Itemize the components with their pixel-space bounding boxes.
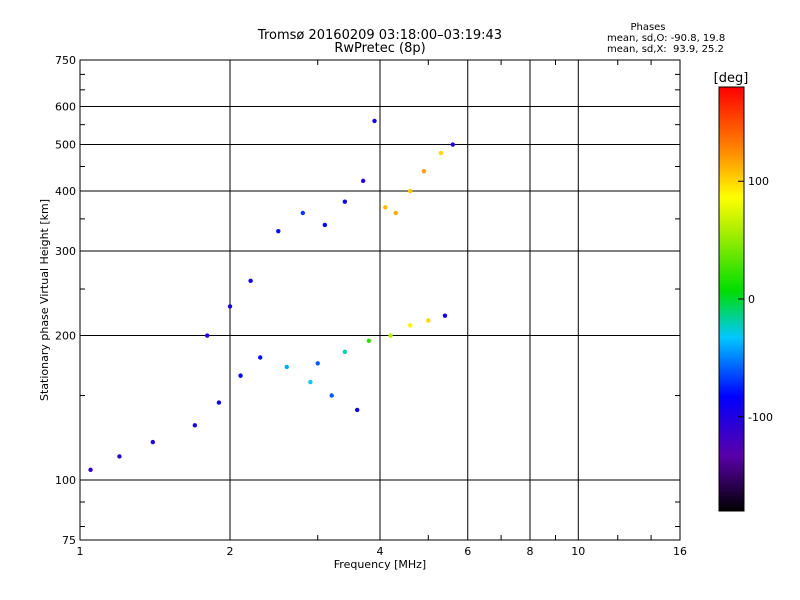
data-point [342,349,348,354]
data-point [442,313,448,318]
chart-subtitle: RwPretec (8p) [334,41,425,56]
x-tick-label: 10 [571,545,585,558]
data-point [388,333,393,338]
phases-mean-o: mean, sd,O: -90.8, 19.8 [607,33,725,44]
data-point [216,400,222,405]
y-tick-label: 600 [55,101,76,114]
y-tick-label: 400 [55,185,76,198]
x-axis-label: Frequency [MHz] [334,558,426,571]
colorbar-tick-label: 0 [748,293,755,306]
colorbar-tick-label: -100 [748,411,773,424]
data-point [204,333,210,338]
y-ticks: 75 100 200 300 400 500 600 750 [55,54,680,547]
grid [80,60,680,540]
data-point [393,210,398,216]
data-point [300,210,306,216]
data-point [238,373,243,378]
data-point [258,355,263,360]
data-point [329,393,334,398]
phases-mean-x: mean, sd,X: 93.9, 25.2 [607,44,724,55]
data-point [322,222,328,228]
data-point [88,467,93,473]
data-point [372,118,377,124]
colorbar-tick-label: 100 [748,175,769,188]
y-tick-label: 200 [55,330,76,343]
x-tick-label: 1 [77,545,84,558]
colorbar-label: [deg] [714,71,749,86]
data-point [276,228,281,234]
data-point [408,323,413,328]
data-point [421,168,427,174]
x-tick-label: 6 [464,545,471,558]
chart-title: Tromsø 20160209 03:18:00–03:19:43 [257,28,502,43]
y-tick-label: 75 [62,534,76,547]
y-tick-label: 300 [55,245,76,258]
phases-header: Phases [630,22,665,33]
x-tick-label: 16 [673,545,687,558]
data-point [408,188,413,194]
data-point [192,423,198,428]
data-point [248,278,253,284]
x-tick-label: 8 [527,545,534,558]
y-tick-label: 750 [55,54,76,67]
y-tick-label: 100 [55,474,76,487]
data-points [88,118,456,473]
x-tick-label: 4 [377,545,384,558]
data-point [342,199,348,204]
data-point [360,178,366,184]
y-tick-label: 500 [55,139,76,152]
data-point [438,150,444,156]
data-point [426,318,431,323]
data-point [315,361,320,366]
y-axis-label: Stationary phase Virtual Height [km] [38,199,51,401]
data-point [308,379,313,385]
x-ticks: 1 2 4 6 8 10 16 [77,60,687,558]
data-point [354,407,360,413]
colorbar-ticks: 100 0 -100 [738,175,773,424]
data-point [284,364,289,370]
data-point [366,338,372,344]
data-point [117,454,122,459]
x-tick-label: 2 [227,545,234,558]
data-point [227,304,233,309]
data-point [450,142,456,147]
data-point [383,205,388,210]
data-point [150,439,156,445]
